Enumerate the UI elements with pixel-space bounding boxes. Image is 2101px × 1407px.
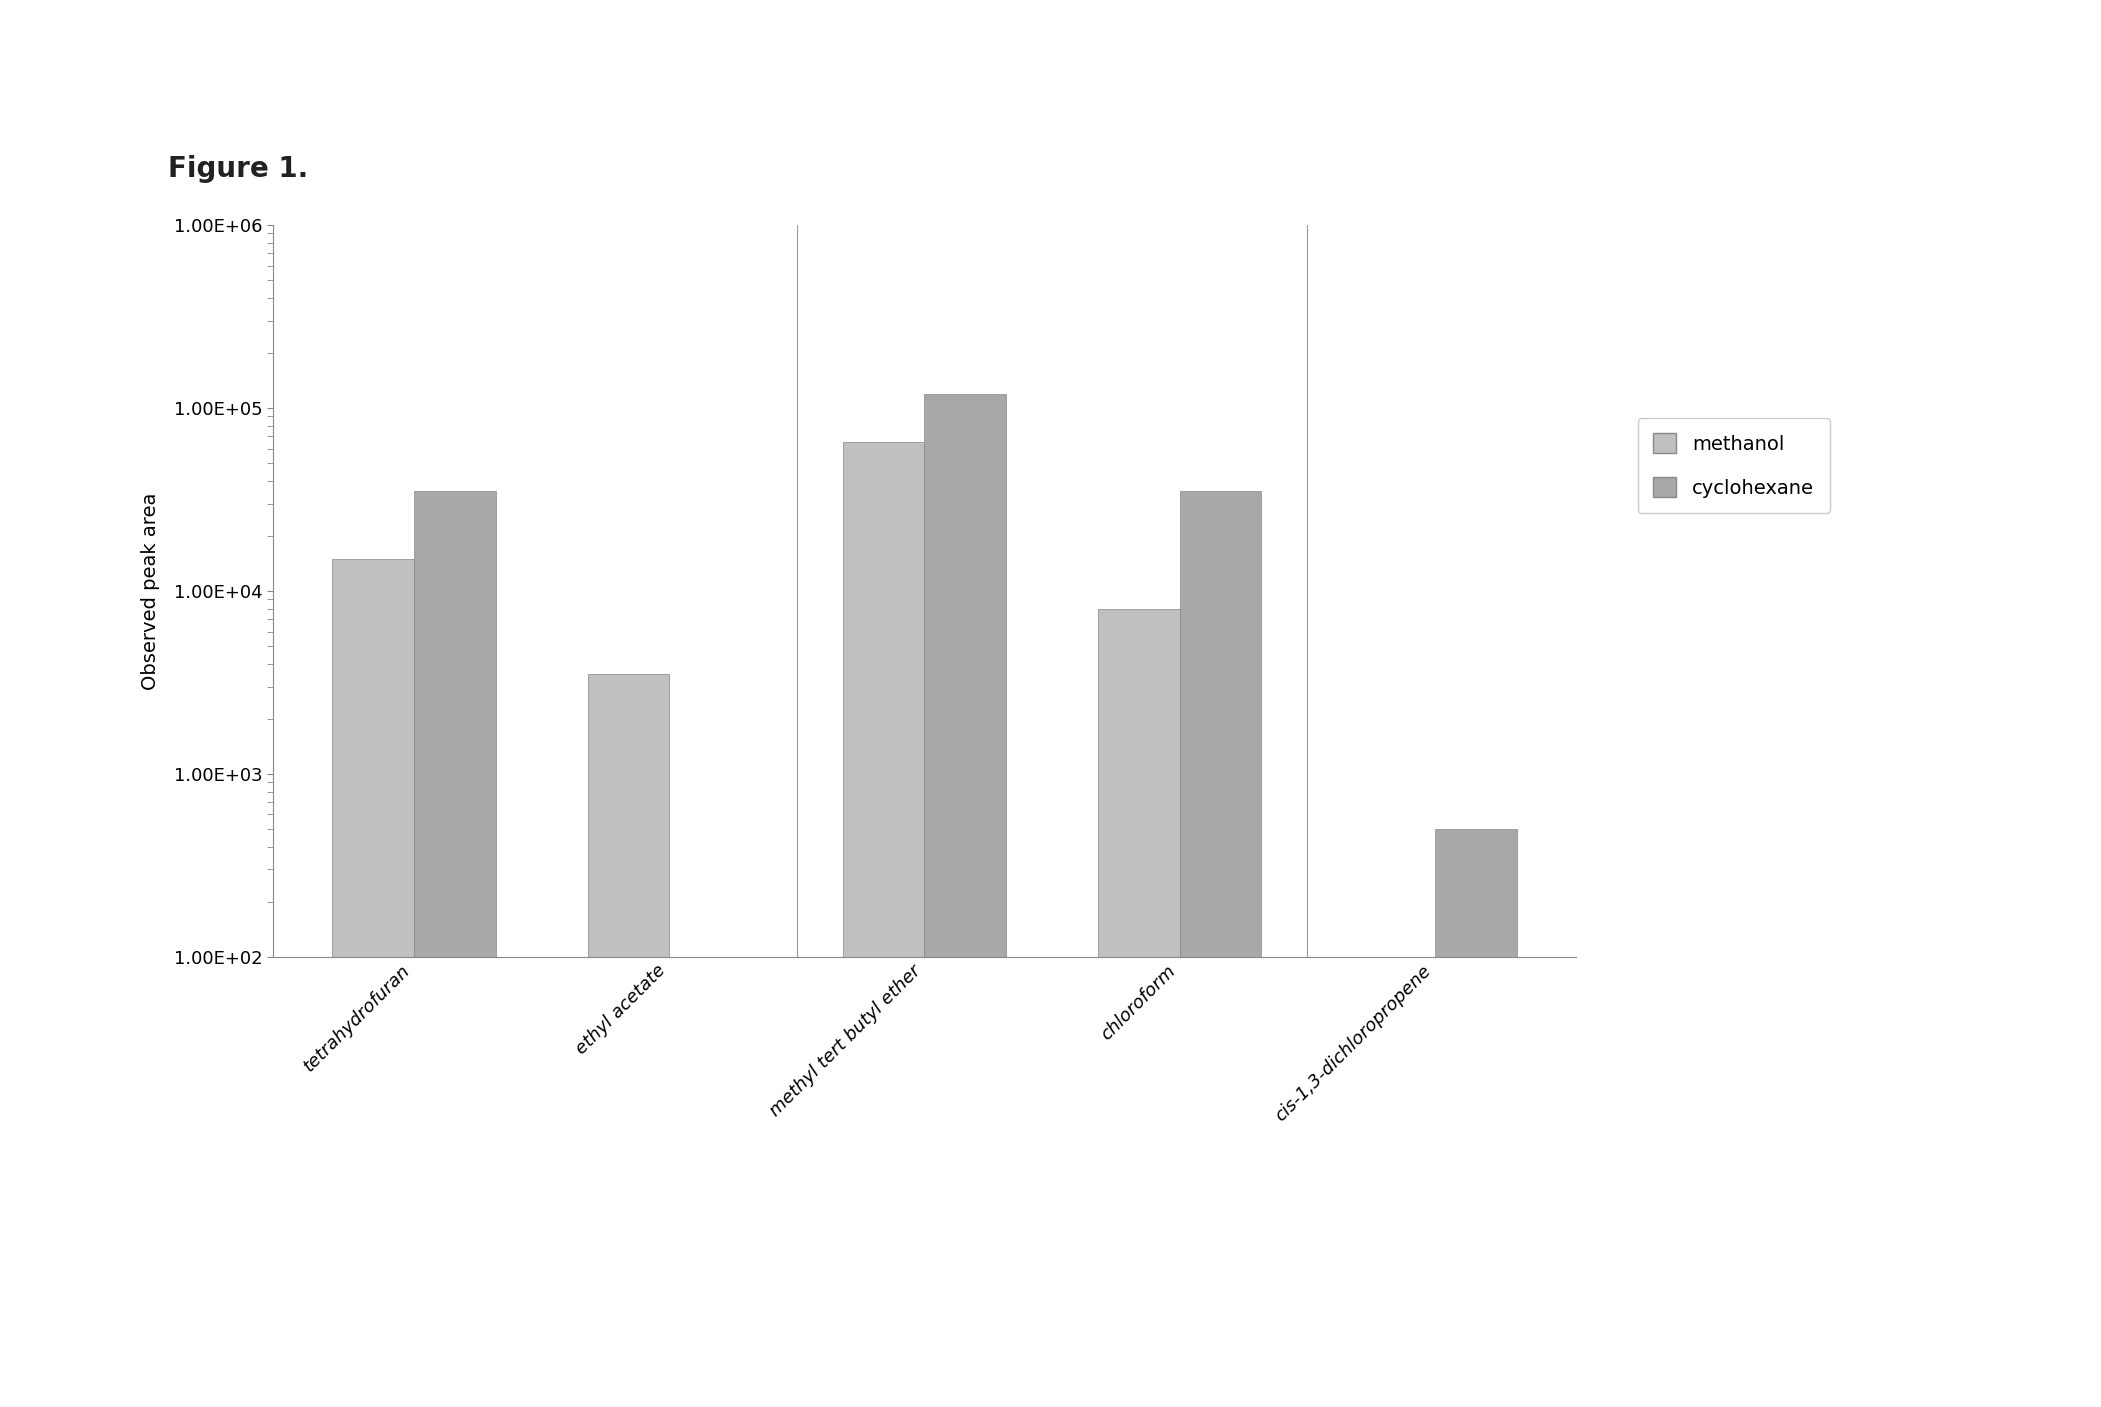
Bar — [843, 442, 924, 1407]
Bar — [1179, 491, 1261, 1407]
Bar — [332, 559, 414, 1407]
Text: Figure 1.: Figure 1. — [168, 155, 309, 183]
Bar — [924, 394, 1006, 1407]
Bar — [1099, 609, 1179, 1407]
Y-axis label: Observed peak area: Observed peak area — [141, 492, 160, 689]
Bar — [588, 674, 670, 1407]
Bar — [414, 491, 496, 1407]
Bar — [1435, 829, 1517, 1407]
Legend: methanol, cyclohexane: methanol, cyclohexane — [1637, 418, 1830, 514]
